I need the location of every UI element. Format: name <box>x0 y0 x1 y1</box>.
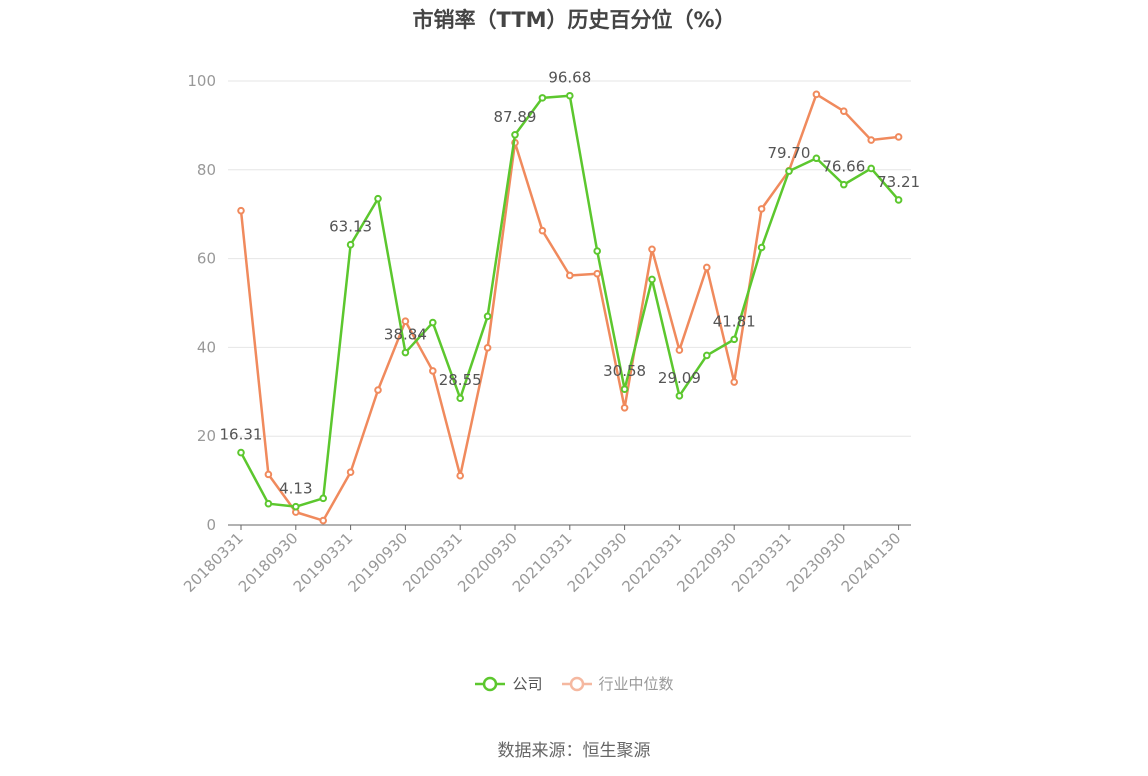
data-point-company <box>538 94 547 102</box>
data-point-industry-median <box>374 386 382 394</box>
data-label: 30.58 <box>603 362 646 380</box>
data-label: 79.70 <box>768 144 811 162</box>
data-label: 87.89 <box>494 108 537 126</box>
data-point-company <box>620 385 629 394</box>
data-point-company <box>593 247 602 255</box>
data-point-company <box>319 494 328 503</box>
data-point-company <box>785 167 793 175</box>
legend-swatch-company-icon <box>475 676 506 691</box>
data-point-industry-median <box>757 205 766 213</box>
data-point-industry-median <box>730 378 739 386</box>
data-point-industry-median <box>812 90 821 99</box>
legend-label-industry-median: 行业中位数 <box>598 675 674 693</box>
line-chart: 0204060801002018033120180930201903312019… <box>180 69 920 596</box>
legend-label-company: 公司 <box>512 675 543 693</box>
data-point-company <box>894 196 903 204</box>
data-point-industry-median <box>620 403 629 412</box>
data-label: 41.81 <box>713 312 756 330</box>
data-point-company <box>840 180 848 189</box>
y-tick-label: 20 <box>197 427 216 445</box>
data-point-industry-median <box>867 136 876 144</box>
data-point-company <box>374 194 382 203</box>
data-point-industry-median <box>593 269 602 278</box>
data-point-company <box>566 91 574 100</box>
data-point-company <box>675 392 684 400</box>
data-point-company <box>648 275 656 284</box>
data-point-company <box>757 243 766 252</box>
data-source: 数据来源：恒生聚源 <box>497 741 651 761</box>
data-label: 73.21 <box>877 173 920 191</box>
data-point-company <box>237 448 245 457</box>
data-point-company <box>703 351 711 360</box>
y-tick-label: 80 <box>197 161 216 179</box>
data-point-industry-median <box>429 367 437 375</box>
data-point-company <box>483 312 492 321</box>
data-point-industry-median <box>483 344 492 352</box>
data-label: 96.68 <box>548 69 591 87</box>
data-point-industry-median <box>703 263 711 272</box>
data-point-industry-median <box>264 470 273 479</box>
data-point-industry-median <box>456 471 465 480</box>
data-point-industry-median <box>346 468 355 476</box>
data-point-industry-median <box>675 346 684 354</box>
data-label: 38.84 <box>384 326 427 344</box>
data-point-company <box>292 502 300 511</box>
legend-item-industry-median[interactable]: 行业中位数 <box>561 673 674 694</box>
y-tick-label: 60 <box>197 250 216 268</box>
data-point-industry-median <box>237 206 245 215</box>
data-point-company <box>730 335 739 344</box>
y-tick-label: 40 <box>197 338 216 356</box>
data-point-company <box>511 130 519 139</box>
data-point-industry-median <box>648 245 656 254</box>
x-tick-label: 20240130 <box>838 529 905 596</box>
data-label: 16.31 <box>220 426 263 444</box>
data-label: 29.09 <box>658 369 701 387</box>
data-point-industry-median <box>566 271 574 280</box>
data-label: 63.13 <box>329 218 372 236</box>
legend-swatch-industry-median-icon <box>561 676 592 691</box>
data-label: 28.55 <box>439 371 482 389</box>
data-point-industry-median <box>840 107 848 115</box>
y-tick-label: 100 <box>187 72 216 90</box>
data-point-industry-median <box>538 226 547 235</box>
data-point-industry-median <box>894 133 903 141</box>
chart-title: 市销率（TTM）历史百分位（%） <box>412 8 736 32</box>
data-point-company <box>264 499 273 508</box>
data-point-company <box>429 318 437 327</box>
data-point-company <box>346 240 355 249</box>
legend: 公司 行业中位数 <box>0 673 1148 694</box>
data-point-industry-median <box>401 317 410 326</box>
data-label: 4.13 <box>279 480 312 498</box>
y-tick-label: 0 <box>206 516 216 534</box>
data-point-industry-median <box>319 516 328 525</box>
data-point-company <box>867 164 876 173</box>
legend-item-company[interactable]: 公司 <box>474 673 543 694</box>
data-label: 76.66 <box>822 158 865 176</box>
data-point-company <box>401 348 410 357</box>
data-point-company <box>812 154 821 163</box>
data-point-company <box>456 394 465 403</box>
